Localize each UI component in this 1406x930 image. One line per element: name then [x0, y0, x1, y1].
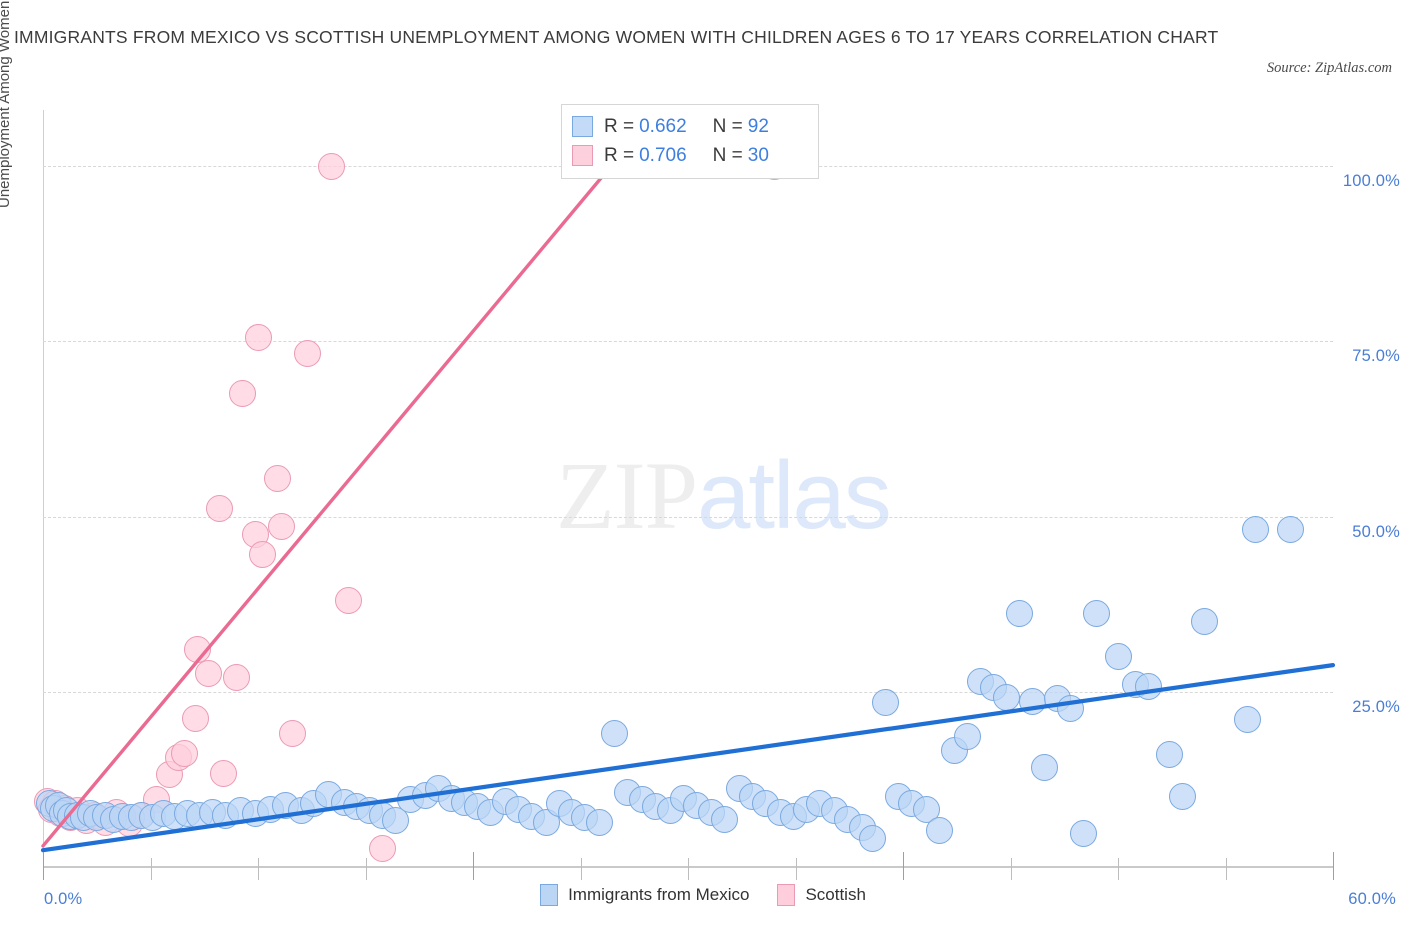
x-axis-label-max: 60.0%	[1348, 890, 1396, 908]
x-axis-tick	[580, 858, 582, 880]
data-point	[205, 494, 233, 522]
r-value-pink: 0.706	[639, 144, 687, 166]
data-point	[293, 340, 321, 368]
x-axis-tick	[903, 852, 904, 880]
x-axis-tick	[1333, 852, 1334, 880]
data-point	[1005, 599, 1033, 627]
statistics-legend: R = 0.662 N = 92 R = 0.706 N = 30	[561, 104, 819, 179]
page-title: IMMIGRANTS FROM MEXICO VS SCOTTISH UNEMP…	[14, 27, 1219, 47]
data-point	[586, 808, 614, 836]
data-point	[248, 540, 276, 568]
data-point	[223, 664, 250, 692]
data-point	[1057, 695, 1085, 723]
x-axis-tick	[1225, 858, 1227, 880]
y-axis-tick-label: 50.0%	[1352, 522, 1400, 541]
data-point	[268, 512, 296, 540]
data-point	[1156, 741, 1184, 769]
x-axis-tick	[688, 858, 689, 880]
data-point	[263, 465, 291, 493]
legend-label-immigrants-from-mexico: Immigrants from Mexico	[568, 885, 750, 904]
data-point	[1134, 672, 1162, 700]
data-point	[334, 587, 362, 615]
x-axis-tick	[258, 858, 259, 880]
data-point	[711, 805, 739, 833]
r-label-blue: R =	[604, 115, 635, 137]
x-axis-label-min: 0.0%	[44, 890, 83, 908]
r-label-pink: R =	[604, 144, 635, 166]
n-label-blue: N =	[712, 115, 743, 137]
r-value-blue: 0.662	[639, 115, 687, 137]
data-point	[601, 720, 629, 748]
watermark: ZIPatlas	[556, 448, 892, 544]
legend-item-immigrants-from-mexico[interactable]: Immigrants from Mexico	[540, 884, 749, 906]
gridline	[43, 341, 1333, 343]
plot-area: ZIPatlas	[33, 110, 1333, 867]
stats-row-immigrants-from-mexico: R = 0.662 N = 92	[572, 112, 808, 141]
data-point	[1104, 643, 1132, 671]
legend-swatch-pink-icon	[777, 884, 796, 906]
data-point	[926, 817, 954, 845]
data-point	[210, 759, 238, 787]
x-axis-tick	[473, 852, 474, 880]
swatch-pink-icon	[572, 145, 593, 166]
data-point	[182, 704, 210, 732]
watermark-zip: ZIP	[556, 442, 698, 549]
y-axis-tick-label: 75.0%	[1352, 347, 1400, 366]
data-point	[859, 825, 887, 853]
data-point	[1070, 819, 1098, 847]
data-point	[1031, 753, 1059, 781]
data-point	[1018, 688, 1046, 716]
source-note: Source: ZipAtlas.com	[1266, 60, 1392, 76]
legend-item-scottish[interactable]: Scottish	[777, 884, 866, 906]
data-point	[244, 323, 272, 351]
watermark-atlas: atlas	[697, 442, 892, 549]
data-point	[195, 660, 223, 688]
legend-swatch-blue-icon	[540, 884, 559, 906]
data-point	[1083, 599, 1110, 627]
data-point	[317, 152, 345, 180]
data-point	[872, 689, 900, 717]
y-axis-title: Unemployment Among Women with Children A…	[0, 0, 13, 208]
x-axis-tick	[1118, 858, 1119, 880]
data-point	[1233, 706, 1261, 734]
data-point	[1242, 515, 1270, 543]
data-point	[1169, 783, 1196, 811]
n-label-pink: N =	[712, 144, 743, 166]
stats-row-scottish: R = 0.706 N = 30	[572, 141, 808, 170]
swatch-blue-icon	[572, 116, 593, 137]
data-point	[1190, 608, 1218, 636]
data-point	[1276, 515, 1304, 543]
x-axis-tick	[365, 858, 367, 880]
data-point	[992, 683, 1020, 711]
data-point	[954, 723, 981, 751]
x-axis-tick	[150, 858, 152, 880]
x-axis-tick	[1010, 858, 1012, 880]
x-axis-tick	[795, 858, 797, 880]
data-point	[369, 835, 397, 863]
n-value-blue: 92	[747, 115, 769, 137]
gridline	[43, 516, 1333, 518]
data-point	[278, 720, 306, 748]
n-value-pink: 30	[747, 144, 769, 166]
y-axis-tick-label: 25.0%	[1352, 697, 1400, 716]
y-axis-tick-label: 100.0%	[1342, 172, 1400, 191]
series-legend: Immigrants from Mexico Scottish	[0, 884, 1406, 906]
x-axis-tick	[43, 852, 44, 880]
data-point	[171, 739, 199, 767]
title-block: IMMIGRANTS FROM MEXICO VS SCOTTISH UNEMP…	[14, 18, 1254, 56]
data-point	[229, 379, 257, 407]
legend-label-scottish: Scottish	[805, 885, 866, 904]
